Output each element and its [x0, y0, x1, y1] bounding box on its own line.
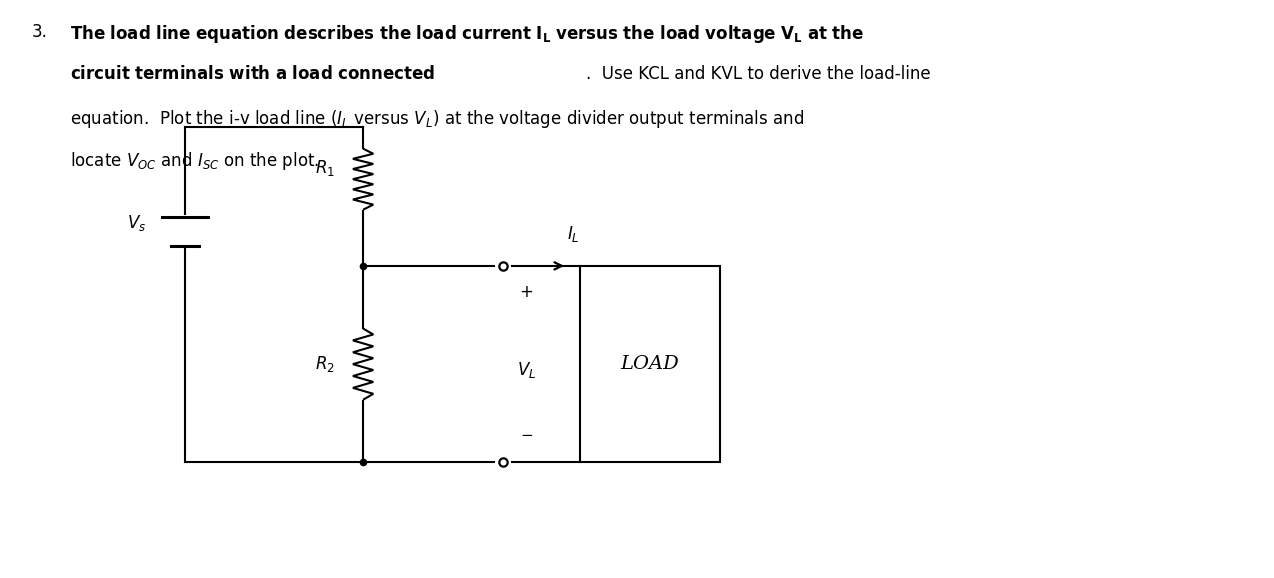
Text: $\mathit{V_L}$: $\mathit{V_L}$	[516, 360, 536, 380]
Text: $\mathit{R_2}$: $\mathit{R_2}$	[315, 354, 335, 374]
Bar	[580, 266, 720, 462]
Text: $-$: $-$	[520, 426, 533, 441]
Text: $\mathit{V_s}$: $\mathit{V_s}$	[126, 213, 147, 232]
Text: +: +	[520, 283, 533, 301]
Text: $\mathit{I_L}$: $\mathit{I_L}$	[567, 224, 580, 244]
Text: 3.: 3.	[32, 23, 47, 41]
Text: .  Use KCL and KVL to derive the load-line: . Use KCL and KVL to derive the load-lin…	[586, 65, 931, 83]
Text: $\mathbf{The\ load\ line\ equation\ describes\ the\ load\ current}$$\ \mathbf{I_: $\mathbf{The\ load\ line\ equation\ desc…	[70, 23, 864, 45]
Text: LOAD: LOAD	[620, 355, 679, 373]
Text: $\mathit{R_1}$: $\mathit{R_1}$	[315, 158, 335, 177]
Text: locate $V_{OC}$ and $I_{SC}$ on the plot.: locate $V_{OC}$ and $I_{SC}$ on the plot…	[70, 150, 320, 172]
Text: $\mathbf{circuit\ terminals\ with\ a\ load\ connected}$: $\mathbf{circuit\ terminals\ with\ a\ lo…	[70, 65, 436, 83]
Text: equation.  Plot the i-v load line ($I_L$ versus $V_L$) at the voltage divider ou: equation. Plot the i-v load line ($I_L$ …	[70, 108, 804, 129]
